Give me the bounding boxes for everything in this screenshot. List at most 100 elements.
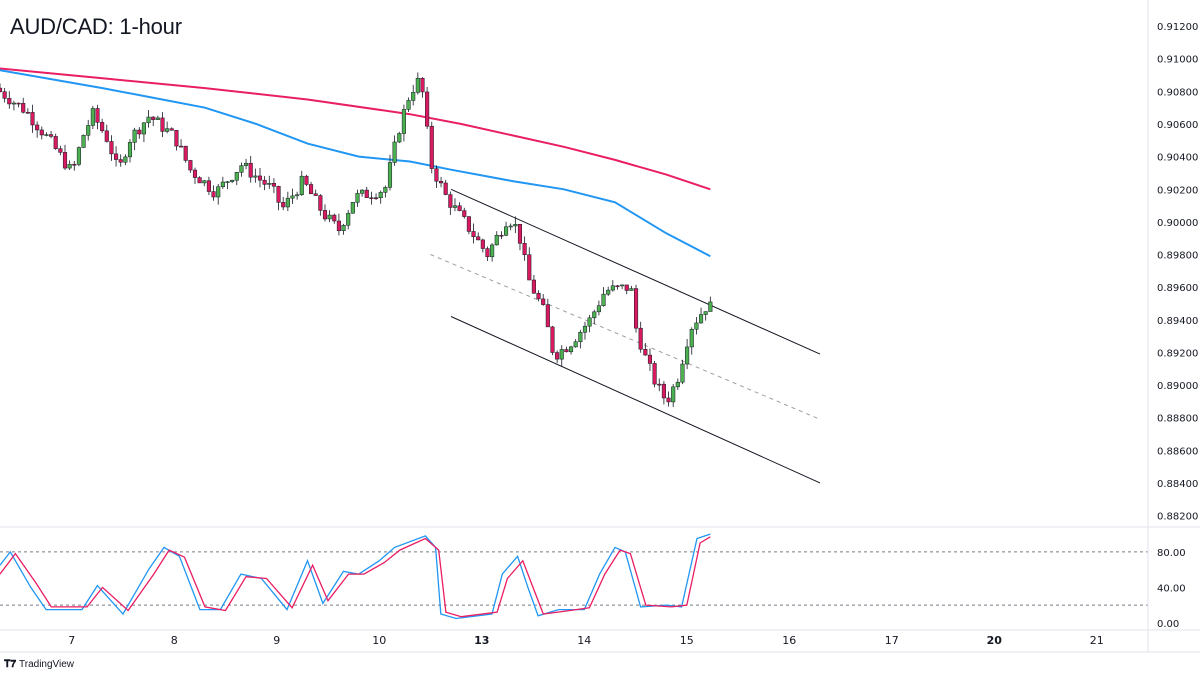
candle xyxy=(610,280,615,292)
candle xyxy=(216,183,221,205)
candle xyxy=(536,290,541,302)
candle-body xyxy=(11,102,16,105)
candle xyxy=(657,378,662,392)
price-tick-label: 0.90400 xyxy=(1157,153,1198,164)
candle-body xyxy=(443,182,448,195)
candle xyxy=(127,139,133,163)
candle xyxy=(114,146,119,167)
candle xyxy=(248,155,253,183)
price-tick-label: 0.89000 xyxy=(1157,381,1198,392)
candle xyxy=(0,83,3,93)
candle xyxy=(378,190,383,204)
candle xyxy=(415,72,420,95)
candle xyxy=(313,189,318,196)
candle xyxy=(457,202,462,212)
candle-body xyxy=(610,285,615,291)
candle xyxy=(694,317,699,335)
price-tick-label: 0.90200 xyxy=(1157,185,1198,196)
candle-body xyxy=(322,210,328,220)
candle-body xyxy=(708,301,713,312)
candle-body xyxy=(53,136,58,149)
candle xyxy=(58,145,63,156)
candle xyxy=(299,170,304,196)
candle xyxy=(643,342,648,356)
candle xyxy=(285,191,290,212)
candle xyxy=(123,154,128,166)
candle-body xyxy=(378,192,383,198)
price-tick-label: 0.90600 xyxy=(1157,120,1198,131)
candle-body xyxy=(564,349,569,353)
candle-body xyxy=(299,175,304,195)
candle-body xyxy=(202,180,207,184)
candle-body xyxy=(503,226,509,236)
brand-label: TradingView xyxy=(19,659,75,670)
candle xyxy=(522,236,527,261)
chart-title: AUD/CAD: 1-hour xyxy=(10,14,182,39)
candle-body xyxy=(685,346,690,365)
candle-body xyxy=(309,184,314,195)
candle xyxy=(406,97,411,112)
candle-body xyxy=(522,243,527,255)
candle-body xyxy=(471,231,476,237)
candle xyxy=(633,284,639,333)
candle xyxy=(387,154,393,191)
candle xyxy=(568,345,574,355)
candle-body xyxy=(360,189,365,194)
candle xyxy=(564,346,569,353)
candle-body xyxy=(123,156,128,163)
candle xyxy=(434,165,439,188)
brand[interactable]: 𝐓𝟕 TradingView xyxy=(4,659,74,670)
date-tick-label: 7 xyxy=(68,634,75,647)
date-tick-label: 20 xyxy=(987,634,1003,647)
candle-body xyxy=(285,197,290,208)
candle-body xyxy=(494,234,499,246)
candle xyxy=(671,384,676,408)
candle xyxy=(485,246,490,262)
candle xyxy=(531,274,536,294)
candle-body xyxy=(206,180,211,192)
candle xyxy=(206,176,211,195)
candle xyxy=(11,100,16,111)
candle xyxy=(369,191,374,205)
candle xyxy=(508,223,513,231)
candle xyxy=(72,160,77,171)
candle xyxy=(555,350,560,364)
candle-body xyxy=(239,165,244,173)
moving-average-line xyxy=(0,69,711,258)
axes: 0.91200 0.91000 0.90800 0.90600 0.90400 0.902… xyxy=(0,0,1200,653)
candle-body xyxy=(490,244,495,258)
candle-body xyxy=(573,341,578,348)
candle-body xyxy=(350,202,355,214)
candle xyxy=(624,284,629,295)
candle xyxy=(490,243,495,262)
candle-body xyxy=(425,91,430,127)
candle-body xyxy=(647,354,653,364)
candle-body xyxy=(499,234,504,237)
candle-body xyxy=(151,116,156,120)
candle xyxy=(267,175,272,189)
candle-body xyxy=(211,191,216,198)
candle xyxy=(527,247,532,281)
candle xyxy=(49,130,54,139)
candle-body xyxy=(58,148,63,153)
candle xyxy=(452,198,458,212)
oscillator-line xyxy=(0,533,711,620)
candle-body xyxy=(336,220,341,232)
candle-body xyxy=(7,98,12,105)
candle-body xyxy=(72,163,77,166)
candle-body xyxy=(257,175,263,181)
candle-body xyxy=(406,100,411,110)
candle-body xyxy=(295,194,300,197)
candle-body xyxy=(401,109,406,134)
price-tick-label: 0.88600 xyxy=(1157,446,1198,457)
candle xyxy=(680,359,685,385)
candle xyxy=(615,284,620,290)
candle-body xyxy=(21,103,26,113)
candle-body xyxy=(652,363,657,385)
candle xyxy=(550,325,555,356)
candle-body xyxy=(62,152,68,169)
candle xyxy=(703,311,708,321)
candle xyxy=(592,309,597,325)
date-tick-label: 14 xyxy=(577,634,591,647)
candle xyxy=(62,144,68,171)
